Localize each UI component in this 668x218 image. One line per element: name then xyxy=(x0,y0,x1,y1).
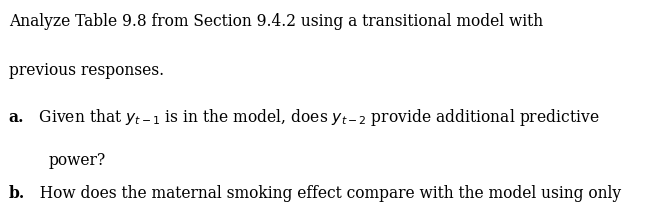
Text: previous responses.: previous responses. xyxy=(9,62,164,79)
Text: How does the maternal smoking effect compare with the model using only: How does the maternal smoking effect com… xyxy=(29,185,621,202)
Text: Given that $y_{t-1}$ is in the model, does $y_{t-2}$ provide additional predicti: Given that $y_{t-1}$ is in the model, do… xyxy=(29,107,599,128)
Text: power?: power? xyxy=(48,152,106,169)
Text: b.: b. xyxy=(9,185,25,202)
Text: Analyze Table 9.8 from Section 9.4.2 using a transitional model with: Analyze Table 9.8 from Section 9.4.2 usi… xyxy=(9,13,548,30)
Text: a.: a. xyxy=(9,109,24,126)
